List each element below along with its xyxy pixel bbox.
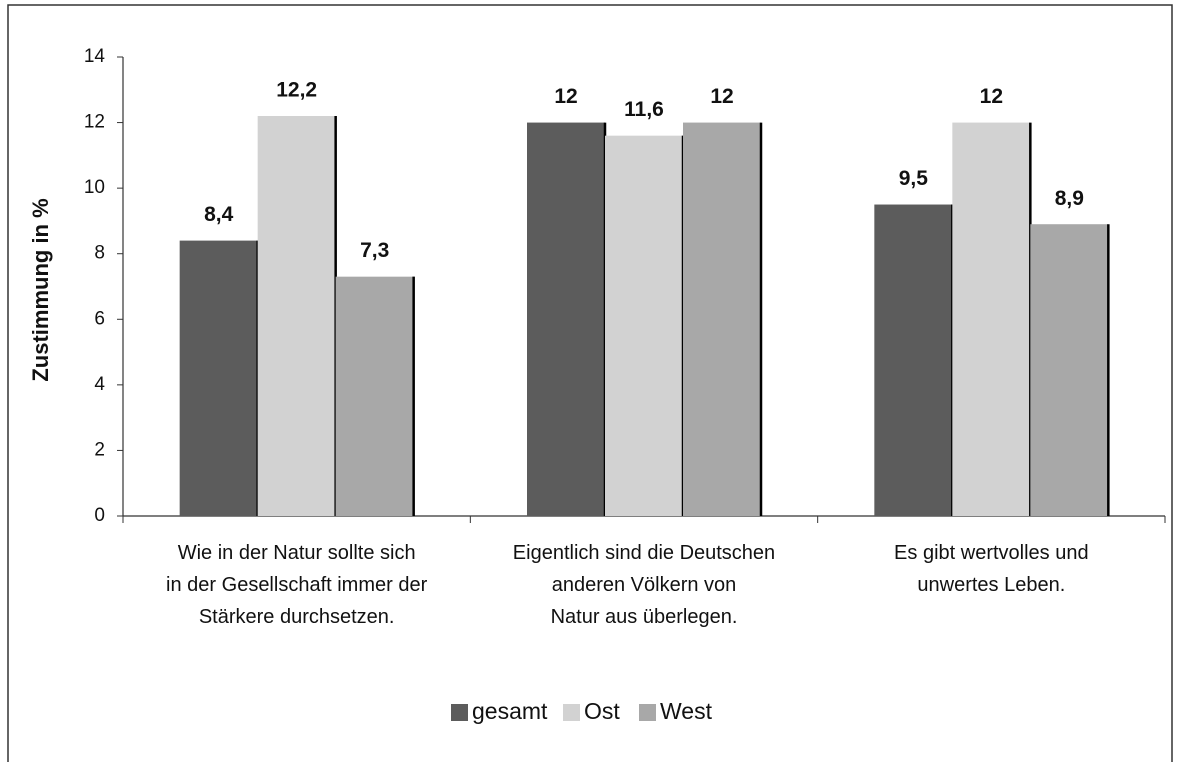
- y-tick-label: 8: [94, 243, 105, 264]
- frame: [7, 4, 1173, 762]
- value-label: 12: [554, 85, 577, 108]
- x-tick-label: Es gibt wertvolles und unwertes Leben.: [894, 542, 1089, 596]
- bar: [257, 116, 336, 516]
- value-label: 12: [980, 85, 1003, 108]
- bar: [874, 204, 953, 517]
- value-label: 11,6: [624, 98, 664, 121]
- bar: [335, 276, 414, 516]
- legend-label: Ost: [584, 698, 620, 724]
- y-axis-label: Zustimmung in %: [28, 198, 53, 381]
- x-tick-label: Wie in der Natur sollte sich in der Gese…: [166, 542, 428, 628]
- value-label: 7,3: [360, 239, 389, 262]
- bar: [605, 135, 683, 516]
- bar: [683, 122, 761, 517]
- y-tick-label: 0: [94, 505, 105, 526]
- legend-swatch: [563, 704, 580, 721]
- legend-swatch: [451, 704, 468, 721]
- y-tick-label: 4: [94, 374, 105, 395]
- value-label: 8,4: [204, 203, 234, 226]
- y-tick-label: 12: [84, 112, 105, 133]
- legend-label: gesamt: [472, 698, 548, 724]
- y-tick-label: 2: [94, 439, 105, 460]
- y-tick-label: 10: [84, 177, 105, 198]
- legend-swatch: [639, 704, 656, 721]
- value-label: 12,2: [276, 79, 317, 102]
- y-tick-label: 14: [84, 46, 106, 67]
- bar: [952, 122, 1031, 517]
- bar: [179, 240, 258, 516]
- legend-label: West: [660, 698, 713, 724]
- value-label: 8,9: [1055, 187, 1084, 210]
- value-label: 12: [710, 85, 733, 108]
- y-tick-label: 6: [94, 308, 105, 329]
- bar: [1030, 224, 1109, 516]
- value-label: 9,5: [899, 167, 929, 190]
- bar: [527, 122, 605, 517]
- x-tick-label: Eigentlich sind die Deutschen anderen Vö…: [512, 542, 776, 628]
